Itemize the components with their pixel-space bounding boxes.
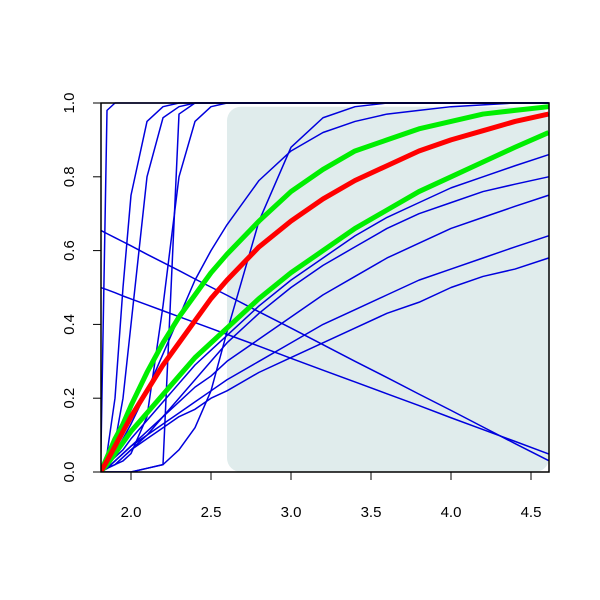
x-tick-label: 4.5	[521, 504, 542, 521]
x-tick-label: 3.0	[281, 504, 302, 521]
series-line	[101, 130, 549, 472]
x-tick-label: 3.5	[361, 504, 382, 521]
y-tick-label: 0.6	[61, 240, 78, 261]
y-tick-label: 1.0	[61, 93, 78, 114]
series-line	[101, 229, 549, 462]
y-tick-label: 0.4	[61, 314, 78, 335]
x-tick-label: 2.5	[201, 504, 222, 521]
x-tick-label: 2.0	[121, 504, 142, 521]
x-tick-label: 4.0	[441, 504, 462, 521]
series-line	[101, 104, 549, 472]
series-line	[101, 111, 549, 472]
series-line	[101, 102, 549, 472]
series-line	[101, 257, 549, 472]
series-line	[101, 153, 549, 472]
y-tick-label: 0.8	[61, 166, 78, 187]
y-tick-label: 0.0	[61, 462, 78, 483]
shaded-region	[227, 106, 549, 472]
plot-box	[100, 102, 550, 473]
series-line	[101, 235, 549, 472]
series-line	[101, 286, 549, 455]
y-tick-label: 0.2	[61, 388, 78, 409]
